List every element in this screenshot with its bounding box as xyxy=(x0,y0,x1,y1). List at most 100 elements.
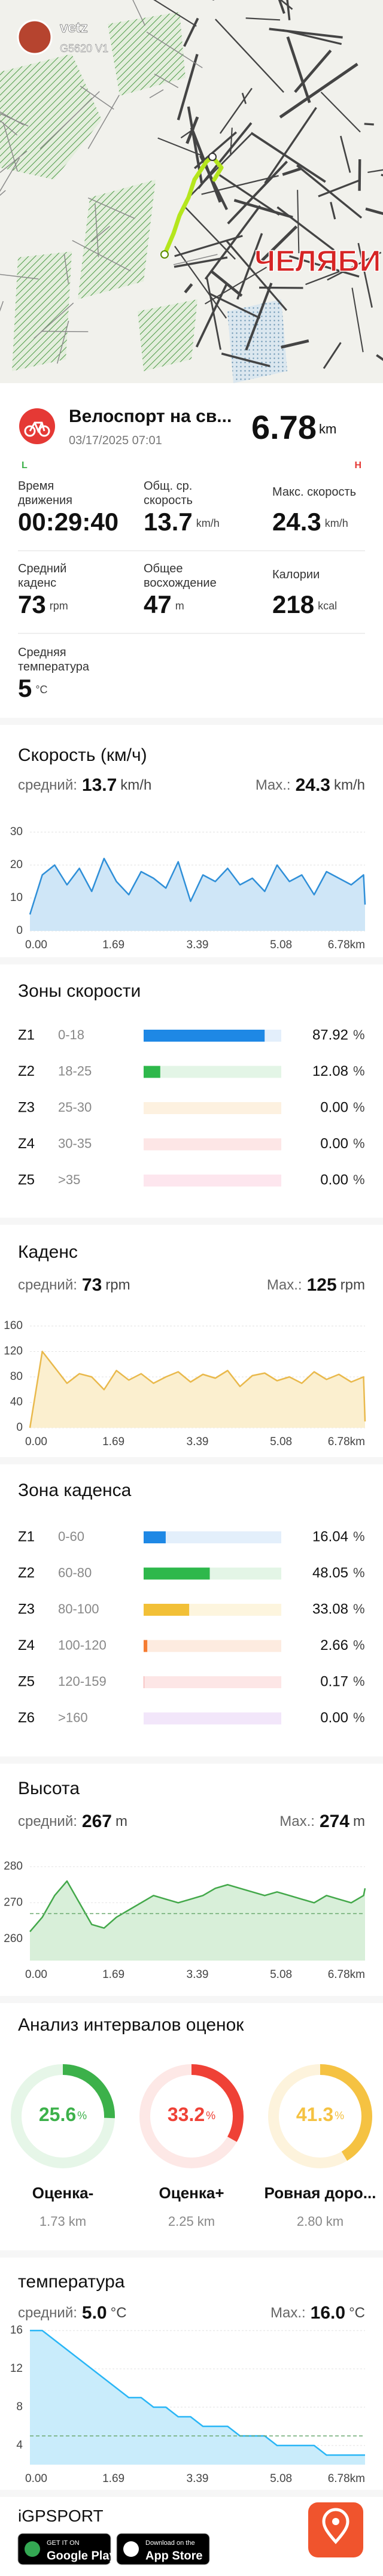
brand: iGPSPORT xyxy=(18,2507,104,2525)
zone-value: 33.08 xyxy=(312,1601,348,1617)
stat-value: 24.3 xyxy=(272,508,321,536)
donut-arc xyxy=(139,2064,244,2168)
store-badge[interactable] xyxy=(116,2533,210,2565)
road xyxy=(323,342,342,369)
scale-low: L xyxy=(22,460,28,471)
max-label: Max.: xyxy=(270,2305,306,2321)
section-gap xyxy=(0,957,383,964)
avatar[interactable] xyxy=(17,19,53,55)
x-tick-label: 5.08 xyxy=(270,1436,292,1448)
store-badge[interactable] xyxy=(17,2533,111,2565)
max: Max.: 16.0 °C xyxy=(270,2303,365,2323)
max-unit: m xyxy=(353,1813,365,1829)
road xyxy=(269,28,343,39)
x-tick-label: 6.78km xyxy=(328,1968,365,1981)
road xyxy=(177,53,199,120)
avg-label: средний: xyxy=(18,2305,77,2321)
pin-dot xyxy=(332,2518,339,2525)
data-line xyxy=(29,1351,366,1428)
zone-unit: % xyxy=(353,1063,365,1078)
donut-unit: % xyxy=(206,2110,215,2122)
road xyxy=(305,270,341,286)
zone-bar xyxy=(144,1567,210,1580)
donut-value: 25.6 xyxy=(39,2104,76,2125)
road xyxy=(146,31,203,68)
zone-value: 16.04 xyxy=(312,1528,348,1545)
max-value: 16.0 xyxy=(311,2303,345,2323)
stat-label: температура xyxy=(18,660,90,673)
road xyxy=(225,239,287,311)
section-title: Каденс xyxy=(18,1242,78,1262)
section-gap xyxy=(0,1457,383,1464)
road xyxy=(63,253,69,284)
avg-unit: rpm xyxy=(105,1277,130,1293)
zone-range: 100-120 xyxy=(58,1637,107,1652)
road xyxy=(193,131,238,169)
section-title: Высота xyxy=(18,1779,80,1798)
road xyxy=(72,240,131,272)
zone-track xyxy=(144,1175,281,1187)
zone-range: 25-30 xyxy=(58,1100,92,1115)
y-tick-label: 0 xyxy=(16,924,23,937)
max: Max.: 24.3 km/h xyxy=(256,775,365,795)
x-tick-label: 0.00 xyxy=(25,2472,47,2485)
stat-label: движения xyxy=(18,494,72,507)
road xyxy=(149,89,164,99)
road xyxy=(204,205,261,280)
stat-unit: rpm xyxy=(50,600,68,612)
stat-label: Общ. ср. xyxy=(144,480,192,493)
y-tick-label: 40 xyxy=(10,1396,23,1409)
roads xyxy=(0,0,383,369)
zone-name: Z5 xyxy=(18,1673,35,1689)
x-tick-label: 5.08 xyxy=(270,939,292,951)
road xyxy=(184,283,193,293)
store-icon xyxy=(123,2541,139,2557)
zone-track xyxy=(144,1138,281,1151)
stat-unit: m xyxy=(175,600,184,612)
brand: iGPSPORT xyxy=(18,2507,104,2525)
road xyxy=(245,17,281,21)
zone-track xyxy=(144,1676,281,1688)
donut-distance: 2.80 km xyxy=(297,2214,344,2229)
road xyxy=(318,179,360,198)
zone-bar xyxy=(144,1066,160,1078)
donut-name: Оценка+ xyxy=(159,2184,224,2202)
section-title: Анализ интервалов оценок xyxy=(18,2015,244,2035)
stat-unit: °C xyxy=(35,684,47,696)
zone-bar xyxy=(144,1604,190,1616)
section-title: Анализ интервалов оценок xyxy=(18,2015,244,2035)
zone-value: 0.17 xyxy=(320,1673,348,1689)
zone-value: 0.00 xyxy=(320,1099,348,1115)
zone-name: Z4 xyxy=(18,1136,35,1152)
store-caption: GET IT ON xyxy=(47,2539,80,2547)
road xyxy=(227,160,288,224)
stat-label: Средняя xyxy=(18,646,66,659)
stat-label: Средняя xyxy=(18,646,66,659)
user-name: vetz xyxy=(60,20,88,36)
road xyxy=(157,137,202,156)
route-end xyxy=(208,153,217,161)
stat: 73 rpm xyxy=(18,590,68,618)
section-gap xyxy=(0,2250,383,2258)
stat-label: Макс. скорость xyxy=(272,486,356,499)
zone-unit: % xyxy=(353,1136,365,1151)
road xyxy=(174,235,243,257)
donut-unit: % xyxy=(335,2110,344,2122)
x-tick-label: 1.69 xyxy=(102,939,124,951)
road xyxy=(367,169,383,174)
stat-label: движения xyxy=(18,494,72,507)
zone-name: Z5 xyxy=(18,1172,35,1188)
road xyxy=(153,0,197,27)
road xyxy=(56,320,69,364)
content xyxy=(0,383,383,2576)
zone-unit: % xyxy=(353,1710,365,1725)
stat-label: Макс. скорость xyxy=(272,486,356,499)
store-name: Google Play xyxy=(47,2549,116,2562)
app-button[interactable] xyxy=(308,2502,363,2557)
road xyxy=(87,197,135,219)
road xyxy=(364,123,374,126)
x-tick-label: 6.78km xyxy=(328,2472,365,2485)
stat-label: Средний xyxy=(18,562,66,575)
y-tick-label: 120 xyxy=(4,1345,23,1358)
donut-value: 41.3 xyxy=(296,2104,333,2125)
